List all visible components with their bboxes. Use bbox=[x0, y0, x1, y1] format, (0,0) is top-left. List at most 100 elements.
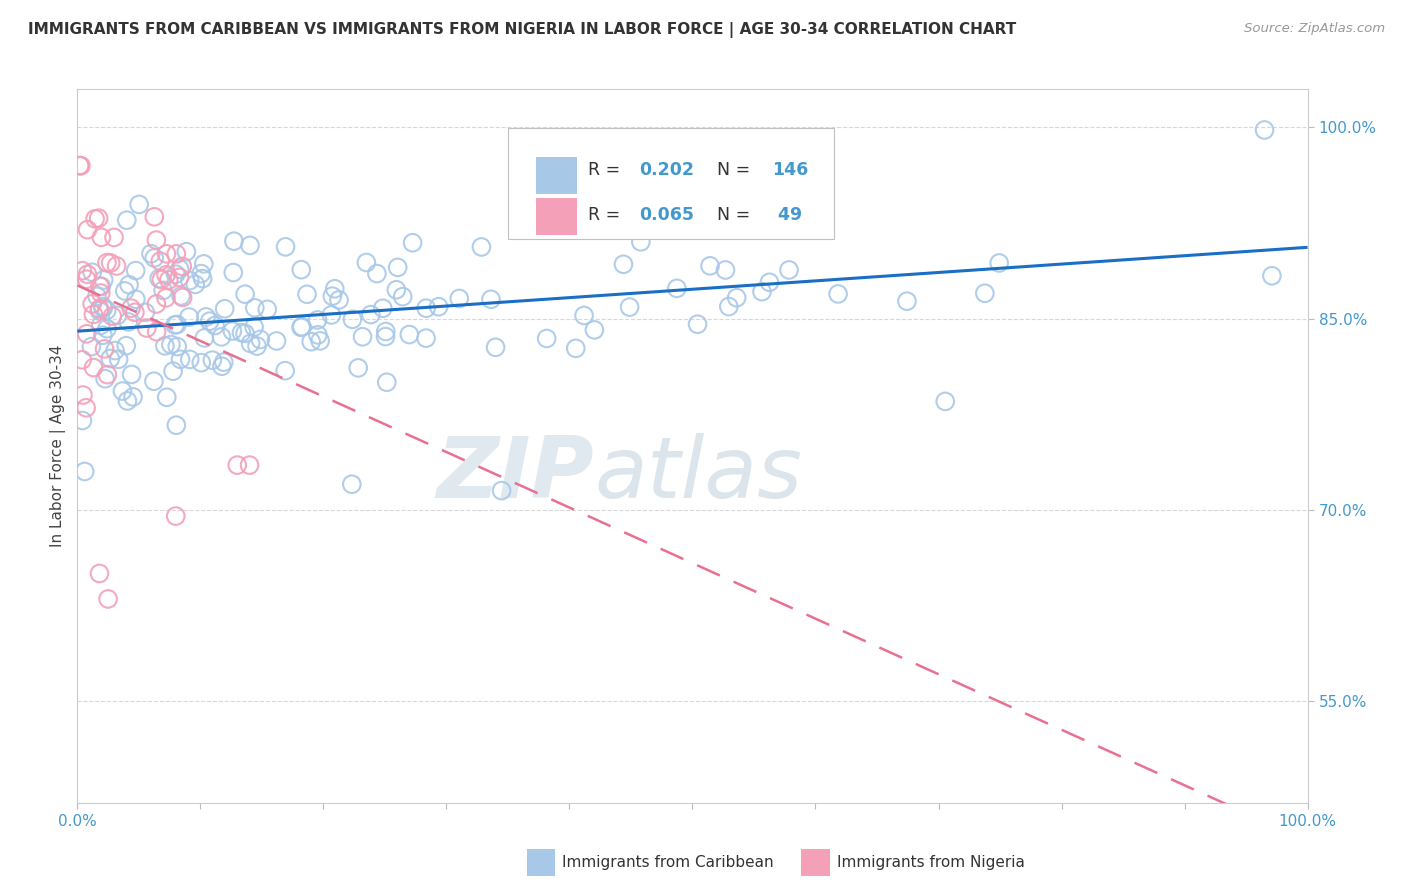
Point bbox=[756, 214, 779, 228]
Point bbox=[725, 291, 748, 305]
Point bbox=[89, 301, 111, 316]
Point bbox=[101, 309, 124, 323]
Point bbox=[149, 254, 172, 268]
Point bbox=[738, 216, 761, 230]
Point bbox=[988, 256, 1011, 270]
Point bbox=[1261, 268, 1284, 283]
Point bbox=[391, 290, 413, 304]
Bar bbox=[536, 157, 576, 194]
Point bbox=[98, 351, 121, 366]
Point bbox=[375, 376, 398, 390]
Text: ZIP: ZIP bbox=[436, 433, 595, 516]
Point bbox=[190, 356, 212, 370]
Point bbox=[72, 413, 94, 427]
Point bbox=[291, 319, 314, 334]
Point bbox=[76, 222, 98, 236]
Point bbox=[100, 256, 122, 270]
Point bbox=[387, 260, 409, 275]
Point bbox=[665, 281, 688, 295]
Point bbox=[153, 339, 176, 353]
Point bbox=[80, 340, 103, 354]
Point bbox=[717, 300, 740, 314]
Point bbox=[145, 297, 167, 311]
Point bbox=[76, 326, 98, 341]
Text: R =: R = bbox=[588, 161, 626, 179]
Point bbox=[156, 390, 179, 404]
Point bbox=[612, 257, 634, 271]
Point bbox=[491, 483, 513, 498]
Point bbox=[73, 465, 96, 479]
Point bbox=[371, 301, 394, 316]
Text: R =: R = bbox=[588, 206, 626, 224]
Point bbox=[299, 334, 322, 349]
Point bbox=[699, 259, 721, 273]
Point bbox=[104, 343, 127, 358]
FancyBboxPatch shape bbox=[508, 128, 834, 239]
Point bbox=[177, 310, 200, 324]
Point bbox=[630, 235, 652, 249]
Point bbox=[184, 277, 207, 292]
Point bbox=[139, 246, 162, 260]
Point bbox=[211, 330, 233, 344]
Point bbox=[827, 287, 849, 301]
Point bbox=[246, 339, 269, 353]
Point bbox=[572, 309, 595, 323]
Point bbox=[105, 259, 128, 273]
Point bbox=[107, 309, 129, 323]
Point bbox=[356, 255, 378, 269]
Point bbox=[69, 159, 91, 173]
Point bbox=[1253, 123, 1275, 137]
Point bbox=[239, 238, 262, 252]
Point bbox=[204, 318, 226, 333]
Point bbox=[157, 273, 180, 287]
Point bbox=[385, 283, 408, 297]
Point bbox=[86, 289, 108, 303]
Text: 49: 49 bbox=[772, 206, 803, 224]
Point bbox=[96, 303, 118, 318]
Text: Immigrants from Nigeria: Immigrants from Nigeria bbox=[837, 855, 1025, 870]
Text: Source: ZipAtlas.com: Source: ZipAtlas.com bbox=[1244, 22, 1385, 36]
Point bbox=[934, 394, 956, 409]
Point bbox=[583, 323, 606, 337]
Point bbox=[169, 352, 191, 367]
Point bbox=[69, 159, 91, 173]
Point bbox=[212, 355, 235, 369]
Point bbox=[114, 284, 136, 298]
Point bbox=[162, 364, 184, 378]
Point bbox=[401, 235, 423, 250]
Point bbox=[274, 364, 297, 378]
Point bbox=[309, 334, 332, 348]
Point bbox=[120, 301, 142, 315]
Point bbox=[896, 294, 918, 309]
Point bbox=[484, 340, 506, 354]
Point bbox=[290, 262, 312, 277]
Point bbox=[470, 240, 492, 254]
Point bbox=[111, 384, 134, 398]
Point bbox=[222, 234, 245, 248]
Point bbox=[166, 318, 188, 332]
Point bbox=[751, 285, 773, 299]
Point bbox=[75, 401, 97, 415]
Point bbox=[191, 271, 214, 285]
Point bbox=[170, 289, 193, 303]
Point bbox=[758, 275, 780, 289]
Text: 146: 146 bbox=[772, 161, 808, 179]
Point bbox=[93, 273, 115, 287]
Point bbox=[226, 458, 249, 472]
Point bbox=[686, 317, 709, 331]
Point bbox=[128, 197, 150, 211]
Point bbox=[295, 287, 318, 301]
Point bbox=[179, 352, 201, 367]
Point bbox=[714, 263, 737, 277]
Point bbox=[190, 267, 212, 281]
Point bbox=[193, 257, 215, 271]
Point bbox=[115, 339, 138, 353]
Point bbox=[352, 330, 374, 344]
Point bbox=[165, 247, 187, 261]
Point bbox=[321, 289, 343, 303]
Text: IMMIGRANTS FROM CARIBBEAN VS IMMIGRANTS FROM NIGERIA IN LABOR FORCE | AGE 30-34 : IMMIGRANTS FROM CARIBBEAN VS IMMIGRANTS … bbox=[28, 22, 1017, 38]
Point bbox=[93, 342, 115, 356]
Point bbox=[118, 277, 141, 292]
Point bbox=[122, 390, 145, 404]
Point bbox=[117, 393, 139, 408]
